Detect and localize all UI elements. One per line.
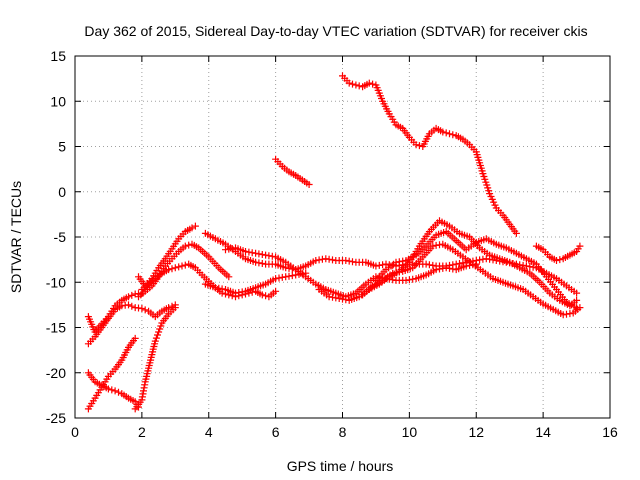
y-tick-label: -20 <box>46 365 66 381</box>
y-tick-label: 5 <box>58 139 66 155</box>
x-tick-label: 4 <box>205 424 213 440</box>
data-point <box>573 304 581 312</box>
data-point <box>262 292 270 300</box>
data-point <box>272 287 280 295</box>
series-sat-l <box>272 155 313 188</box>
series-sat-k <box>222 244 480 301</box>
data-point <box>422 260 430 268</box>
axis-ticks: 0 2 4 6 8 10 12 14 16 -25 -20 -15 -10 -5 0 5 10 15 <box>46 48 618 440</box>
x-tick-label: 0 <box>71 424 79 440</box>
data-point <box>165 266 173 274</box>
data-point <box>345 79 353 87</box>
series-sat-i <box>201 269 310 297</box>
data-point <box>141 306 149 314</box>
data-point <box>111 387 119 395</box>
data-point <box>412 141 420 149</box>
y-tick-label: -5 <box>54 229 67 245</box>
data-point <box>155 328 163 336</box>
data-point <box>128 302 136 310</box>
data-point <box>365 79 373 87</box>
data-point <box>342 296 350 304</box>
series-sat-e <box>131 304 179 413</box>
series-sat-p <box>372 228 581 312</box>
x-tick-label: 8 <box>339 424 347 440</box>
x-tick-label: 16 <box>602 424 618 440</box>
data-point <box>573 289 581 297</box>
series-sat-b <box>84 301 179 348</box>
data-point <box>553 257 560 264</box>
x-tick-label: 10 <box>402 424 418 440</box>
data-point <box>168 302 176 310</box>
data-point <box>128 291 136 299</box>
data-point <box>181 242 189 250</box>
data-point <box>171 264 179 272</box>
y-tick-label: -25 <box>46 410 66 426</box>
data-point <box>168 265 176 273</box>
data-point <box>449 131 457 139</box>
x-tick-label: 12 <box>468 424 484 440</box>
chart-title: Day 362 of 2015, Sidereal Day-to-day VTE… <box>84 23 587 39</box>
data-point <box>131 334 139 342</box>
data-point <box>171 304 179 312</box>
data-point <box>175 263 183 271</box>
series-sat-h <box>138 260 280 301</box>
data-point <box>191 222 199 230</box>
data-point <box>429 242 437 250</box>
series-sat-f <box>135 222 199 290</box>
data-point <box>104 385 112 393</box>
data-point <box>446 130 453 138</box>
data-point <box>369 80 377 88</box>
x-tick-label: 6 <box>272 424 280 440</box>
series-sat-d <box>84 334 139 413</box>
data-point <box>178 262 186 270</box>
data-point <box>138 305 146 312</box>
data-point <box>154 331 161 339</box>
y-tick-label: -15 <box>46 320 66 336</box>
data-point <box>151 337 159 345</box>
data-point <box>352 81 360 89</box>
x-axis-label: GPS time / hours <box>287 458 394 474</box>
data-series <box>84 72 584 413</box>
series-sat-m <box>339 72 520 237</box>
data-point <box>258 291 266 299</box>
y-axis-label: SDTVAR / TECUs <box>8 181 24 293</box>
data-point <box>156 325 164 333</box>
data-point <box>442 129 450 137</box>
data-point <box>576 242 584 250</box>
y-tick-label: -10 <box>46 274 66 290</box>
data-point <box>225 291 233 299</box>
data-point <box>152 334 160 342</box>
data-point <box>108 386 116 394</box>
series-sat-o <box>359 240 584 319</box>
data-point <box>165 304 173 312</box>
y-tick-label: 10 <box>50 93 66 109</box>
x-tick-label: 2 <box>138 424 146 440</box>
data-point <box>125 301 132 309</box>
data-point <box>349 80 356 88</box>
data-point <box>415 142 423 150</box>
y-tick-label: 0 <box>58 184 66 200</box>
data-point <box>573 296 581 304</box>
x-tick-label: 14 <box>535 424 551 440</box>
data-point <box>512 229 520 237</box>
series-sat-c <box>84 369 142 411</box>
data-point <box>379 261 387 269</box>
data-point <box>125 293 132 301</box>
data-point <box>556 256 564 264</box>
data-point <box>115 388 122 396</box>
data-point <box>225 273 233 281</box>
data-point <box>439 128 447 136</box>
grid <box>75 56 610 418</box>
data-point <box>305 181 313 188</box>
data-point <box>157 322 165 330</box>
y-tick-label: 15 <box>50 48 66 64</box>
series-sat-q <box>532 242 584 264</box>
